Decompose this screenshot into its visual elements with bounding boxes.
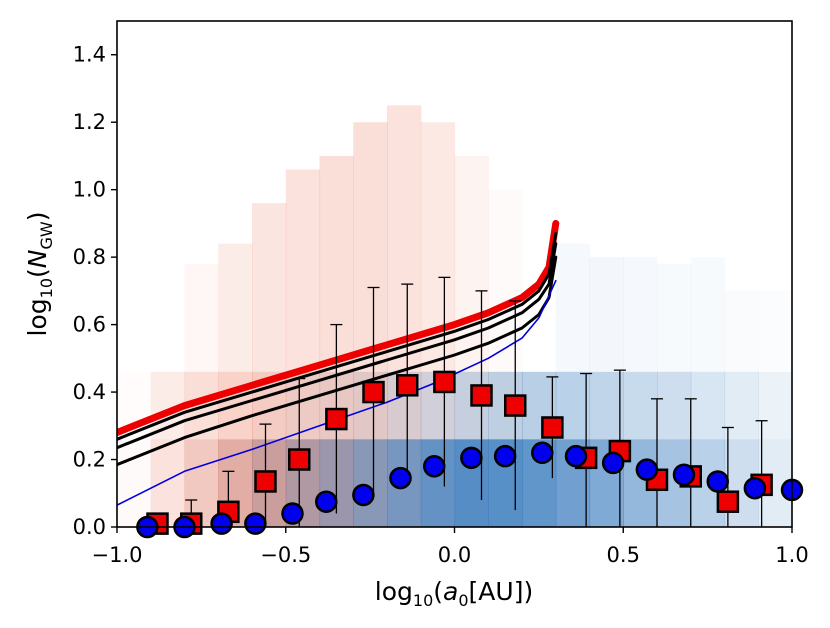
- heatmap-cell-red-upper: [218, 243, 253, 372]
- y-tick-label: 0.6: [73, 313, 106, 337]
- heatmap-cell-red-upper: [488, 190, 522, 372]
- blue-circle-marker: [352, 483, 375, 507]
- heatmap-cell-blue: [589, 371, 624, 440]
- x-label-open-paren: (: [433, 577, 443, 606]
- x-axis-label: log10(a0[AU]): [375, 577, 533, 610]
- y-label-close-paren: ): [23, 212, 52, 222]
- y-tick-label: 1.0: [73, 178, 106, 202]
- blue-circle-marker: [210, 512, 233, 535]
- x-label-variable-subscript: 0: [458, 591, 468, 610]
- y-label-variable: N: [23, 249, 52, 268]
- y-tick-label: 0.0: [73, 515, 106, 539]
- blue-circle-marker: [706, 470, 729, 493]
- heatmap-cell-blue-upper: [758, 291, 792, 372]
- blue-circle-marker: [315, 490, 338, 513]
- x-label-unit: [AU]): [469, 577, 534, 606]
- x-tick-label: 0.0: [438, 543, 471, 567]
- red-square-marker: [716, 490, 740, 513]
- heatmap-cell-blue: [353, 439, 388, 527]
- heatmap-cell-blue: [724, 371, 759, 440]
- heatmap-cell-blue: [758, 371, 792, 440]
- y-label-log: log: [23, 298, 52, 336]
- blue-circle-marker: [423, 455, 446, 478]
- red-square-marker: [433, 370, 456, 394]
- blue-circle-marker: [531, 441, 554, 465]
- heatmap-cell-blue: [420, 439, 456, 527]
- blue-circle-marker: [281, 502, 304, 525]
- blue-circle-marker: [601, 451, 625, 475]
- curve-red-thick: [117, 219, 560, 436]
- red-square-marker: [254, 470, 277, 493]
- x-label-log: log: [375, 577, 413, 606]
- y-tick-label: 1.2: [73, 110, 106, 134]
- heatmap-cell-blue: [657, 371, 692, 440]
- y-label-variable-subscript: GW: [37, 221, 56, 249]
- y-tick-label: 0.8: [73, 245, 106, 269]
- heatmap-cell-blue-upper: [690, 257, 726, 372]
- heatmap-cell-red-upper: [387, 105, 422, 372]
- heatmap-cell-red-upper: [184, 263, 219, 372]
- y-tick-label: 0.2: [73, 448, 106, 472]
- red-square-marker: [288, 448, 311, 471]
- y-axis-label: log10(NGW): [23, 212, 56, 337]
- blue-circle-marker: [389, 466, 412, 490]
- heatmap-cell-blue: [690, 371, 726, 440]
- x-label-log-base: 10: [413, 591, 433, 610]
- curve-black-2: [117, 242, 558, 450]
- red-square-marker: [470, 384, 493, 407]
- heatmap-cell-red-upper: [353, 122, 388, 372]
- heatmap-cell-blue-upper: [623, 257, 658, 372]
- x-label-variable: a: [443, 577, 458, 606]
- y-label-open-paren: (: [23, 268, 52, 278]
- blue-circle-markers: [136, 441, 804, 539]
- x-tick-label: −0.5: [260, 543, 311, 567]
- x-axis-ticks: −1.0 −0.5 0.0 0.5 1.0: [92, 527, 809, 567]
- x-tick-label: −1.0: [92, 543, 143, 567]
- red-square-marker: [541, 416, 564, 439]
- heatmap-cell-red-upper: [252, 203, 287, 372]
- heatmap-cell-blue-upper: [725, 291, 759, 372]
- blue-circle-marker: [672, 463, 696, 486]
- heatmap-cell-blue-upper: [589, 257, 624, 372]
- red-square-marker: [396, 374, 419, 397]
- blue-circle-marker: [635, 458, 659, 481]
- blue-circle-marker: [564, 444, 588, 468]
- x-tick-label: 0.5: [607, 543, 640, 567]
- heatmap-cell-blue-upper: [657, 263, 692, 372]
- y-axis-ticks: 0.0 0.2 0.4 0.6 0.8 1.0 1.2 1.4: [73, 43, 117, 539]
- heatmap-cell-red-upper: [454, 155, 489, 372]
- heatmap-cell-red-upper: [285, 169, 321, 372]
- curve-black-1: [117, 232, 558, 441]
- y-label-log-base: 10: [37, 278, 56, 298]
- blue-circle-marker: [244, 512, 267, 535]
- y-tick-label: 1.4: [73, 43, 106, 67]
- blue-circle-marker: [493, 444, 517, 468]
- y-tick-label: 0.4: [73, 380, 106, 404]
- heatmap-cell-blue-upper: [555, 243, 591, 372]
- blue-circle-marker: [743, 476, 767, 500]
- red-square-marker: [504, 394, 527, 417]
- red-square-marker: [362, 380, 385, 404]
- x-tick-label: 1.0: [775, 543, 808, 567]
- red-square-marker: [325, 407, 348, 431]
- heatmap-cell-blue: [623, 371, 658, 440]
- blue-circle-marker: [460, 446, 483, 470]
